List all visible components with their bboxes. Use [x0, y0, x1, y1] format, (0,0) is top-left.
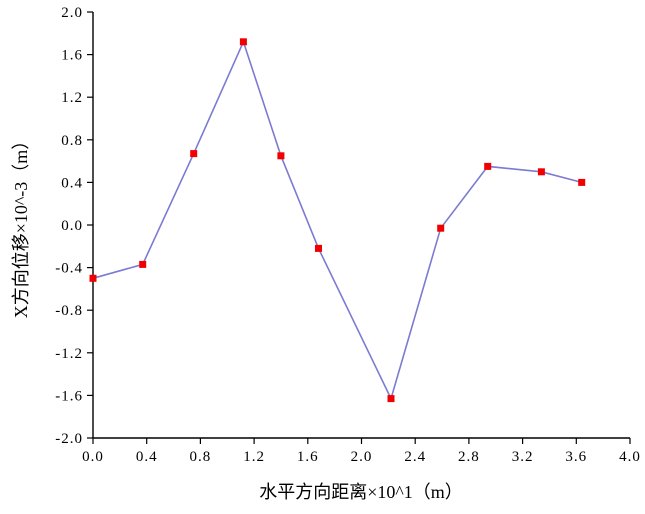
data-point-marker: [277, 152, 285, 160]
data-point-marker: [190, 150, 198, 158]
x-tick-label: 4.0: [619, 449, 641, 465]
y-tick-label: -1.6: [55, 388, 83, 404]
x-tick-label: 2.4: [404, 449, 426, 465]
x-tick-label: 1.6: [297, 449, 319, 465]
data-line: [92, 39, 582, 401]
x-tick-label: 2.8: [458, 449, 480, 465]
y-tick-label: -0.4: [55, 261, 83, 277]
x-axis-label: 水平方向距离×10^1（m）: [259, 482, 463, 502]
y-axis-label: X方向位移×10^-3（m）: [11, 131, 31, 319]
data-point-marker: [387, 395, 395, 403]
x-tick-label: 1.2: [243, 449, 265, 465]
y-tick-label: 1.2: [61, 90, 83, 106]
x-tick-label: 2.0: [351, 449, 373, 465]
x-tick-label: 0.0: [82, 449, 104, 465]
y-tick-label: 0.4: [61, 175, 83, 191]
data-point-marker: [484, 162, 492, 170]
data-point-marker: [239, 38, 247, 46]
data-point-marker: [437, 224, 445, 232]
data-point-marker: [537, 168, 545, 176]
x-tick-label: 3.2: [512, 449, 534, 465]
y-tick-label: 1.6: [61, 48, 83, 64]
data-point-marker: [315, 244, 322, 252]
x-tick-label: 3.6: [565, 449, 587, 465]
y-tick-label: 2.0: [61, 5, 83, 21]
x-tick-label: 0.8: [190, 449, 212, 465]
y-tick-label: 0.0: [61, 218, 83, 234]
data-point-marker: [89, 274, 97, 282]
y-tick-label: -0.8: [55, 303, 83, 319]
y-tick-label: 0.8: [61, 133, 83, 149]
x-tick-label: 0.4: [136, 449, 158, 465]
data-point-marker: [578, 178, 586, 186]
data-point-marker: [139, 260, 147, 268]
y-tick-label: -2.0: [55, 431, 83, 447]
y-tick-label: -1.2: [55, 346, 83, 362]
